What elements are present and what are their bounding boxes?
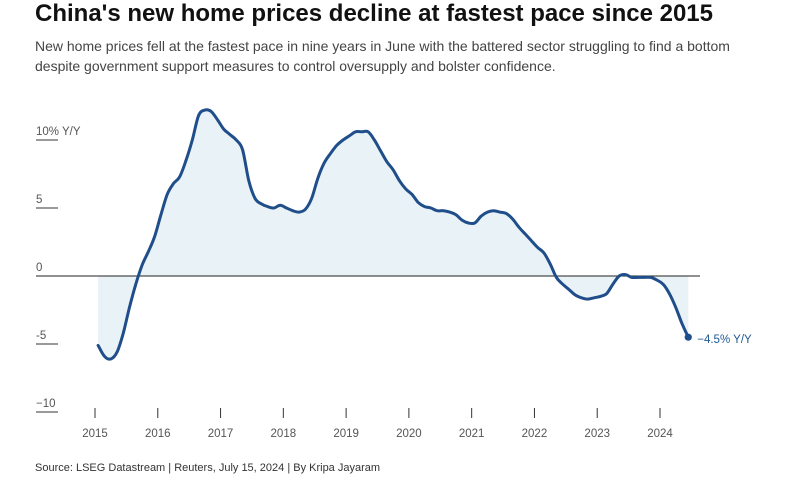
x-tick-label: 2018 (271, 428, 297, 440)
area-layer (98, 110, 689, 359)
y-tick-label: -5 (36, 330, 46, 342)
x-tick-label: 2015 (82, 428, 108, 440)
series-line (96, 108, 690, 361)
x-tick-label: 2020 (396, 428, 422, 440)
source-note: Source: LSEG Datastream | Reuters, July … (35, 462, 381, 474)
chart-title: China's new home prices decline at faste… (35, 0, 713, 27)
annotation-layer: −4.5% Y/Y (697, 334, 752, 346)
chart-subtitle: New home prices fell at the fastest pace… (35, 38, 730, 74)
y-tick-label: 0 (36, 262, 42, 274)
x-tick-label: 2017 (208, 428, 234, 440)
series-area-fill (98, 110, 689, 359)
series-layer (96, 108, 692, 361)
x-tick-label: 2019 (333, 428, 359, 440)
x-tick-label: 2021 (459, 428, 485, 440)
x-tick-label: 2023 (584, 428, 610, 440)
y-tick-label: 5 (36, 194, 42, 206)
end-point-marker (684, 333, 692, 341)
end-value-label: −4.5% Y/Y (697, 334, 752, 346)
y-axis-gridlines: 10% Y/Y 5 0 -5 −10 (36, 126, 81, 413)
x-axis: 2015 2016 2017 2018 2019 2020 2021 2022 2023 2024 (82, 408, 673, 440)
x-tick-label: 2024 (647, 428, 673, 440)
y-tick-label: 10% Y/Y (36, 126, 81, 138)
x-tick-label: 2022 (522, 428, 548, 440)
x-tick-label: 2016 (145, 428, 171, 440)
y-tick-label: −10 (36, 398, 56, 410)
